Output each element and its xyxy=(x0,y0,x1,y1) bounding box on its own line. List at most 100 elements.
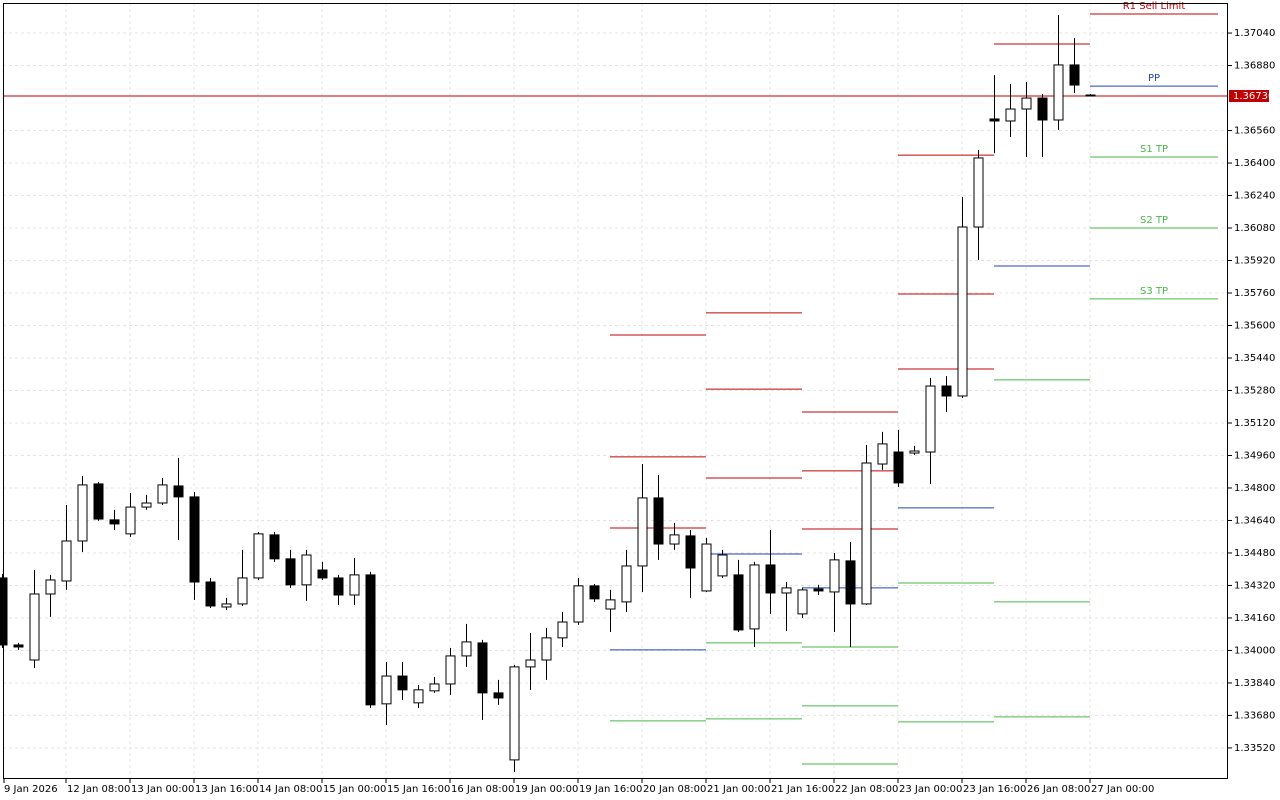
pivot-label: S2 TP xyxy=(1140,215,1168,226)
candle-body xyxy=(109,519,120,525)
candle-body xyxy=(941,385,952,397)
x-tick-label: 19 Jan 00:00 xyxy=(515,784,578,795)
candle-body xyxy=(509,666,520,761)
candle-body xyxy=(189,496,200,583)
x-tick-label: 21 Jan 00:00 xyxy=(707,784,770,795)
x-tick-label: 26 Jan 08:00 xyxy=(1027,784,1090,795)
pivot-label: S3 TP xyxy=(1140,286,1168,297)
candle-body xyxy=(973,157,984,228)
y-tick-label: 1.35760 xyxy=(1234,288,1275,299)
candle-body xyxy=(781,587,792,594)
y-tick-label: 1.35280 xyxy=(1234,385,1275,396)
candle-body xyxy=(29,593,40,661)
candle-body xyxy=(221,603,232,608)
candle-body xyxy=(1037,97,1048,121)
candle-body xyxy=(301,554,312,586)
x-tick-label: 21 Jan 16:00 xyxy=(771,784,834,795)
y-tick-label: 1.33680 xyxy=(1234,710,1275,721)
candle-body xyxy=(205,581,216,607)
candle-body xyxy=(125,506,136,535)
y-tick-label: 1.33840 xyxy=(1234,678,1275,689)
y-tick-label: 1.36240 xyxy=(1234,191,1275,202)
candle-body xyxy=(621,565,632,603)
y-tick-label: 1.34800 xyxy=(1234,483,1275,494)
candle-body xyxy=(877,443,888,465)
candle-body xyxy=(829,559,840,593)
x-tick-label: 27 Jan 00:00 xyxy=(1091,784,1154,795)
candle-body xyxy=(989,118,1000,122)
y-tick-label: 1.34320 xyxy=(1234,580,1275,591)
pivot-label: PP xyxy=(1148,73,1160,84)
candle-body xyxy=(797,589,808,615)
candle-body xyxy=(93,483,104,520)
x-tick-label: 16 Jan 08:00 xyxy=(451,784,514,795)
candle-body xyxy=(1053,64,1064,121)
candle-body xyxy=(573,585,584,623)
candle-body xyxy=(317,569,328,579)
plot-frame xyxy=(3,3,1228,779)
candle-body xyxy=(253,533,264,579)
y-tick-label: 1.37040 xyxy=(1234,28,1275,39)
candle-body xyxy=(957,226,968,397)
y-tick-label: 1.35600 xyxy=(1234,321,1275,332)
candle-body xyxy=(365,574,376,706)
candle-body xyxy=(717,554,728,577)
y-tick-label: 1.36080 xyxy=(1234,223,1275,234)
y-tick-label: 1.34480 xyxy=(1234,548,1275,559)
candle-body xyxy=(861,462,872,605)
y-tick-label: 1.35440 xyxy=(1234,353,1275,364)
candle-body xyxy=(653,497,664,545)
candle-body xyxy=(749,564,760,630)
x-tick-label: 15 Jan 00:00 xyxy=(323,784,386,795)
candle-body xyxy=(61,540,72,582)
candle-body xyxy=(413,689,424,704)
y-tick-label: 1.35120 xyxy=(1234,418,1275,429)
candle-body xyxy=(1021,97,1032,110)
y-tick-label: 1.33520 xyxy=(1234,743,1275,754)
candle-body xyxy=(701,543,712,592)
candle-body xyxy=(269,534,280,560)
current-price-label: 1.36730 xyxy=(1233,91,1274,102)
candle-body xyxy=(381,675,392,705)
candle-body xyxy=(541,637,552,661)
candle-body xyxy=(77,484,88,542)
x-tick-label: 15 Jan 16:00 xyxy=(387,784,450,795)
x-tick-label: 20 Jan 08:00 xyxy=(643,784,706,795)
candle-body xyxy=(445,655,456,685)
x-tick-label: 23 Jan 16:00 xyxy=(963,784,1026,795)
y-tick-label: 1.35920 xyxy=(1234,256,1275,267)
candle-body xyxy=(397,675,408,691)
grid xyxy=(3,3,1228,779)
candle-body xyxy=(669,534,680,545)
y-tick-label: 1.34000 xyxy=(1234,645,1275,656)
candle-body xyxy=(685,535,696,569)
x-tick-label: 13 Jan 00:00 xyxy=(131,784,194,795)
candle-body xyxy=(477,642,488,694)
candle-body xyxy=(925,385,936,453)
candle-body xyxy=(1085,94,1096,97)
pivot-label: R1 Sell Limit xyxy=(1123,1,1186,12)
candle-body xyxy=(461,641,472,657)
candle-body xyxy=(349,574,360,596)
y-tick-label: 1.34960 xyxy=(1234,450,1275,461)
x-tick-label: 9 Jan 2026 xyxy=(4,784,58,795)
plot: R1 Sell Limit PP S1 TP S2 TP S3 TP xyxy=(0,1,1228,772)
candle-body xyxy=(893,451,904,484)
candle-body xyxy=(557,621,568,639)
x-tick-label: 19 Jan 16:00 xyxy=(579,784,642,795)
current-price-tag xyxy=(1229,90,1269,103)
candle-body xyxy=(637,497,648,567)
candle-body xyxy=(765,564,776,594)
x-tick-label: 23 Jan 00:00 xyxy=(899,784,962,795)
candle-body xyxy=(525,659,536,668)
candle-body xyxy=(429,683,440,692)
candle-body xyxy=(285,558,296,586)
pivot-label: S1 TP xyxy=(1140,144,1168,155)
candle-body xyxy=(1005,108,1016,122)
y-tick-label: 1.36880 xyxy=(1234,61,1275,72)
y-tick-label: 1.36400 xyxy=(1234,158,1275,169)
candle-body xyxy=(237,577,248,605)
